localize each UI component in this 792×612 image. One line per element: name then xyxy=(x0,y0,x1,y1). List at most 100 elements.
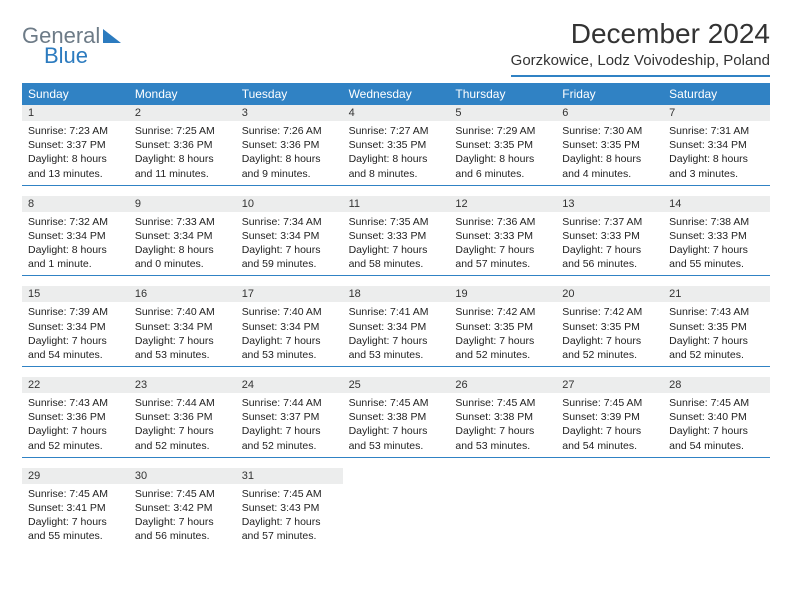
day-number: 7 xyxy=(663,105,770,121)
day-number: 31 xyxy=(236,468,343,484)
calendar-day-empty xyxy=(343,468,450,548)
day-details: Sunrise: 7:44 AMSunset: 3:36 PMDaylight:… xyxy=(129,393,236,457)
day-details: Sunrise: 7:26 AMSunset: 3:36 PMDaylight:… xyxy=(236,121,343,185)
calendar-day: 16Sunrise: 7:40 AMSunset: 3:34 PMDayligh… xyxy=(129,286,236,366)
weekday-mon: Monday xyxy=(129,83,236,105)
day-details: Sunrise: 7:43 AMSunset: 3:36 PMDaylight:… xyxy=(22,393,129,457)
calendar-week: 1Sunrise: 7:23 AMSunset: 3:37 PMDaylight… xyxy=(22,105,770,186)
calendar-day: 14Sunrise: 7:38 AMSunset: 3:33 PMDayligh… xyxy=(663,196,770,276)
day-number: 12 xyxy=(449,196,556,212)
day-details: Sunrise: 7:45 AMSunset: 3:42 PMDaylight:… xyxy=(129,484,236,548)
day-details: Sunrise: 7:30 AMSunset: 3:35 PMDaylight:… xyxy=(556,121,663,185)
calendar-day: 22Sunrise: 7:43 AMSunset: 3:36 PMDayligh… xyxy=(22,377,129,457)
day-details: Sunrise: 7:45 AMSunset: 3:43 PMDaylight:… xyxy=(236,484,343,548)
calendar-day: 28Sunrise: 7:45 AMSunset: 3:40 PMDayligh… xyxy=(663,377,770,457)
day-number: 1 xyxy=(22,105,129,121)
day-number: 18 xyxy=(343,286,450,302)
calendar-day: 12Sunrise: 7:36 AMSunset: 3:33 PMDayligh… xyxy=(449,196,556,276)
day-number: 28 xyxy=(663,377,770,393)
logo-triangle-icon xyxy=(103,29,121,43)
day-number: 5 xyxy=(449,105,556,121)
day-details: Sunrise: 7:35 AMSunset: 3:33 PMDaylight:… xyxy=(343,212,450,276)
day-details: Sunrise: 7:23 AMSunset: 3:37 PMDaylight:… xyxy=(22,121,129,185)
day-number: 20 xyxy=(556,286,663,302)
day-number: 13 xyxy=(556,196,663,212)
page-title: December 2024 xyxy=(511,18,770,50)
calendar-day: 17Sunrise: 7:40 AMSunset: 3:34 PMDayligh… xyxy=(236,286,343,366)
day-details: Sunrise: 7:38 AMSunset: 3:33 PMDaylight:… xyxy=(663,212,770,276)
day-number: 2 xyxy=(129,105,236,121)
calendar-day: 27Sunrise: 7:45 AMSunset: 3:39 PMDayligh… xyxy=(556,377,663,457)
day-number: 25 xyxy=(343,377,450,393)
calendar-week: 22Sunrise: 7:43 AMSunset: 3:36 PMDayligh… xyxy=(22,377,770,458)
day-number: 21 xyxy=(663,286,770,302)
calendar-day: 9Sunrise: 7:33 AMSunset: 3:34 PMDaylight… xyxy=(129,196,236,276)
day-number: 24 xyxy=(236,377,343,393)
day-details: Sunrise: 7:33 AMSunset: 3:34 PMDaylight:… xyxy=(129,212,236,276)
calendar-week: 29Sunrise: 7:45 AMSunset: 3:41 PMDayligh… xyxy=(22,468,770,548)
day-details: Sunrise: 7:45 AMSunset: 3:41 PMDaylight:… xyxy=(22,484,129,548)
weekday-sun: Sunday xyxy=(22,83,129,105)
day-details: Sunrise: 7:25 AMSunset: 3:36 PMDaylight:… xyxy=(129,121,236,185)
day-details: Sunrise: 7:45 AMSunset: 3:38 PMDaylight:… xyxy=(449,393,556,457)
calendar-day: 15Sunrise: 7:39 AMSunset: 3:34 PMDayligh… xyxy=(22,286,129,366)
day-number: 17 xyxy=(236,286,343,302)
day-details: Sunrise: 7:44 AMSunset: 3:37 PMDaylight:… xyxy=(236,393,343,457)
calendar-day: 25Sunrise: 7:45 AMSunset: 3:38 PMDayligh… xyxy=(343,377,450,457)
calendar-day: 26Sunrise: 7:45 AMSunset: 3:38 PMDayligh… xyxy=(449,377,556,457)
weekday-fri: Friday xyxy=(556,83,663,105)
calendar-day-empty xyxy=(556,468,663,548)
calendar-day: 21Sunrise: 7:43 AMSunset: 3:35 PMDayligh… xyxy=(663,286,770,366)
day-details: Sunrise: 7:41 AMSunset: 3:34 PMDaylight:… xyxy=(343,302,450,366)
day-number: 26 xyxy=(449,377,556,393)
day-number: 29 xyxy=(22,468,129,484)
calendar-day: 3Sunrise: 7:26 AMSunset: 3:36 PMDaylight… xyxy=(236,105,343,185)
day-details: Sunrise: 7:39 AMSunset: 3:34 PMDaylight:… xyxy=(22,302,129,366)
day-details: Sunrise: 7:43 AMSunset: 3:35 PMDaylight:… xyxy=(663,302,770,366)
calendar: Sunday Monday Tuesday Wednesday Thursday… xyxy=(22,83,770,547)
title-block: December 2024 Gorzkowice, Lodz Voivodesh… xyxy=(511,18,770,77)
day-details: Sunrise: 7:40 AMSunset: 3:34 PMDaylight:… xyxy=(236,302,343,366)
day-number: 27 xyxy=(556,377,663,393)
calendar-day: 2Sunrise: 7:25 AMSunset: 3:36 PMDaylight… xyxy=(129,105,236,185)
logo-text-block: General Blue xyxy=(22,26,121,66)
calendar-day: 11Sunrise: 7:35 AMSunset: 3:33 PMDayligh… xyxy=(343,196,450,276)
day-number: 14 xyxy=(663,196,770,212)
day-details: Sunrise: 7:34 AMSunset: 3:34 PMDaylight:… xyxy=(236,212,343,276)
calendar-day-empty xyxy=(449,468,556,548)
header: General Blue December 2024 Gorzkowice, L… xyxy=(22,18,770,77)
calendar-day: 30Sunrise: 7:45 AMSunset: 3:42 PMDayligh… xyxy=(129,468,236,548)
calendar-day: 5Sunrise: 7:29 AMSunset: 3:35 PMDaylight… xyxy=(449,105,556,185)
day-number: 19 xyxy=(449,286,556,302)
day-number: 11 xyxy=(343,196,450,212)
day-number: 30 xyxy=(129,468,236,484)
day-number: 9 xyxy=(129,196,236,212)
day-details: Sunrise: 7:32 AMSunset: 3:34 PMDaylight:… xyxy=(22,212,129,276)
weekday-sat: Saturday xyxy=(663,83,770,105)
calendar-day: 19Sunrise: 7:42 AMSunset: 3:35 PMDayligh… xyxy=(449,286,556,366)
logo-blue: Blue xyxy=(44,46,121,66)
calendar-day: 13Sunrise: 7:37 AMSunset: 3:33 PMDayligh… xyxy=(556,196,663,276)
day-number: 22 xyxy=(22,377,129,393)
day-details: Sunrise: 7:42 AMSunset: 3:35 PMDaylight:… xyxy=(449,302,556,366)
calendar-day: 31Sunrise: 7:45 AMSunset: 3:43 PMDayligh… xyxy=(236,468,343,548)
day-details: Sunrise: 7:36 AMSunset: 3:33 PMDaylight:… xyxy=(449,212,556,276)
calendar-day: 10Sunrise: 7:34 AMSunset: 3:34 PMDayligh… xyxy=(236,196,343,276)
day-details: Sunrise: 7:45 AMSunset: 3:40 PMDaylight:… xyxy=(663,393,770,457)
weekday-header: Sunday Monday Tuesday Wednesday Thursday… xyxy=(22,83,770,105)
calendar-week: 8Sunrise: 7:32 AMSunset: 3:34 PMDaylight… xyxy=(22,196,770,277)
logo: General Blue xyxy=(22,26,121,66)
day-number: 8 xyxy=(22,196,129,212)
weekday-tue: Tuesday xyxy=(236,83,343,105)
day-number: 23 xyxy=(129,377,236,393)
weekday-wed: Wednesday xyxy=(343,83,450,105)
calendar-day: 18Sunrise: 7:41 AMSunset: 3:34 PMDayligh… xyxy=(343,286,450,366)
day-number: 3 xyxy=(236,105,343,121)
calendar-day: 29Sunrise: 7:45 AMSunset: 3:41 PMDayligh… xyxy=(22,468,129,548)
day-number: 16 xyxy=(129,286,236,302)
calendar-day: 20Sunrise: 7:42 AMSunset: 3:35 PMDayligh… xyxy=(556,286,663,366)
calendar-day: 7Sunrise: 7:31 AMSunset: 3:34 PMDaylight… xyxy=(663,105,770,185)
page-subtitle: Gorzkowice, Lodz Voivodeship, Poland xyxy=(511,52,770,77)
calendar-week: 15Sunrise: 7:39 AMSunset: 3:34 PMDayligh… xyxy=(22,286,770,367)
day-details: Sunrise: 7:45 AMSunset: 3:38 PMDaylight:… xyxy=(343,393,450,457)
